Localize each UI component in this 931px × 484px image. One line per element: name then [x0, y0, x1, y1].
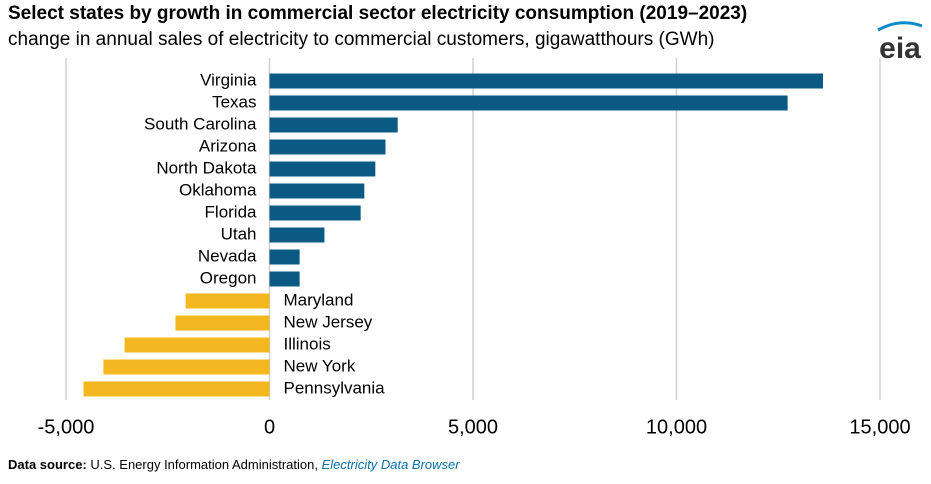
bar [269, 117, 398, 133]
bar [175, 315, 270, 331]
category-label: Pennsylvania [284, 378, 386, 397]
category-label: New York [284, 356, 356, 375]
x-tick-label: -5,000 [38, 416, 95, 438]
category-label: Arizona [199, 136, 257, 155]
category-label: New Jersey [284, 312, 373, 331]
category-label: Virginia [200, 70, 257, 89]
category-label: North Dakota [156, 158, 257, 177]
category-label: Maryland [284, 290, 354, 309]
source: Data source: U.S. Energy Information Adm… [8, 457, 460, 472]
source-label: Data source: [8, 457, 87, 472]
bar [269, 73, 824, 89]
bar [103, 359, 270, 375]
chart-subtitle: change in annual sales of electricity to… [8, 29, 714, 50]
category-label: Illinois [284, 334, 331, 353]
bar [269, 95, 788, 111]
category-label: Oklahoma [179, 180, 257, 199]
category-label: Texas [212, 92, 256, 111]
bar [269, 139, 386, 155]
bar [269, 227, 325, 243]
x-tick-label: 0 [264, 416, 275, 438]
category-label: Florida [205, 202, 258, 221]
source-text: U.S. Energy Information Administration, [90, 457, 318, 472]
bar [269, 249, 300, 265]
category-label: Utah [221, 224, 257, 243]
category-label: Oregon [200, 268, 257, 287]
x-tick-label: 10,000 [646, 416, 707, 438]
bar [269, 183, 365, 199]
logo: eia [879, 32, 921, 65]
bar [83, 381, 270, 397]
bar [269, 205, 361, 221]
chart-title: Select states by growth in commercial se… [8, 3, 747, 24]
bar [185, 293, 270, 309]
source-link[interactable]: Electricity Data Browser [322, 457, 461, 472]
x-tick-label: 15,000 [849, 416, 910, 438]
category-label: Nevada [198, 246, 257, 265]
bar [269, 271, 300, 287]
bar [124, 337, 270, 353]
category-label: South Carolina [144, 114, 257, 133]
bar [269, 161, 376, 177]
logo-swoosh [877, 21, 923, 32]
x-tick-label: 5,000 [448, 416, 498, 438]
